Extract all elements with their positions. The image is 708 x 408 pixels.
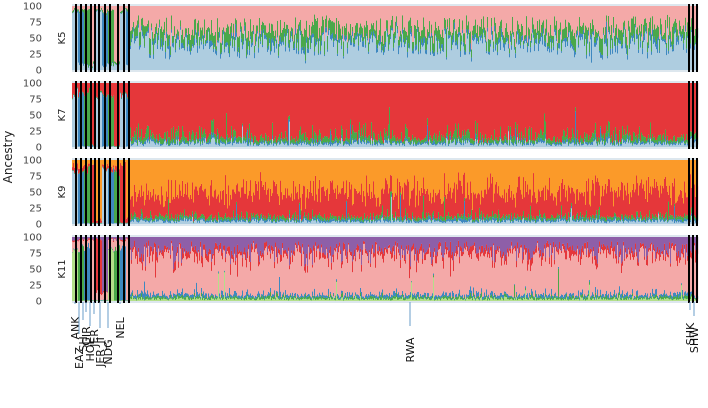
panel-label: K5 bbox=[57, 32, 68, 45]
y-tick-label: 0 bbox=[36, 143, 42, 154]
y-tick-label: 0 bbox=[36, 66, 42, 77]
y-tick-label: 50 bbox=[29, 34, 42, 45]
y-tick-label: 75 bbox=[29, 18, 42, 29]
y-tick-label: 50 bbox=[29, 111, 42, 122]
bars bbox=[72, 83, 698, 147]
bars bbox=[72, 6, 698, 70]
y-tick-label: 75 bbox=[29, 95, 42, 106]
panels: K50255075100K70255075100K90255075100K110… bbox=[23, 2, 698, 308]
y-axis-label-group: Ancestry bbox=[1, 131, 15, 184]
y-tick-label: 100 bbox=[23, 2, 42, 13]
y-tick-label: 25 bbox=[29, 127, 42, 138]
panel-k5: K5 0 25 50 75 100 bbox=[23, 2, 698, 77]
y-axis-label: Ancestry bbox=[1, 131, 15, 184]
y-tick-label: 25 bbox=[29, 50, 42, 61]
panel-label: K7 bbox=[57, 109, 68, 122]
y-tick-label: 100 bbox=[23, 79, 42, 90]
panel-k7: K7 0 25 50 75 100 bbox=[23, 79, 698, 154]
